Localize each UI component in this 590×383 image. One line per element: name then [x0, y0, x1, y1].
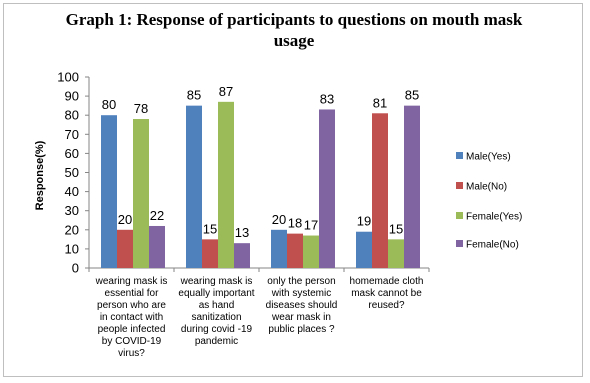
bar	[287, 233, 303, 268]
bar	[356, 231, 372, 268]
legend-swatch	[456, 182, 463, 189]
x-category-label: reused?	[368, 300, 405, 311]
x-category-label: mask cannot be	[351, 288, 422, 299]
x-category-label: public places ?	[268, 324, 335, 335]
y-tick-label: 0	[72, 261, 79, 276]
data-label: 85	[187, 88, 201, 103]
bar	[101, 115, 117, 268]
bar	[404, 105, 420, 269]
bar	[303, 235, 319, 268]
bar	[133, 119, 149, 269]
bar	[319, 109, 335, 268]
bar	[388, 239, 404, 268]
x-category-label: sanitization	[191, 312, 241, 323]
x-category-label: during covid -19	[181, 324, 253, 335]
chart-title: Graph 1: Response of participants to que…	[4, 9, 584, 51]
data-label: 83	[320, 91, 334, 106]
x-category-label: with systemic	[271, 288, 331, 299]
data-label: 18	[288, 216, 302, 231]
data-label: 20	[118, 212, 132, 227]
bar	[234, 243, 250, 268]
y-tick-label: 90	[65, 89, 79, 104]
x-category-label: wearing mask is	[180, 276, 253, 287]
legend-swatch	[456, 152, 463, 159]
y-tick-label: 50	[65, 165, 79, 180]
legend-label: Male(Yes)	[466, 152, 511, 163]
x-category-label: wear mask in	[271, 312, 331, 323]
x-category-label: equally important	[178, 288, 254, 299]
x-category-label: pandemic	[195, 336, 238, 347]
data-label: 15	[203, 221, 217, 236]
data-label: 20	[272, 212, 286, 227]
x-category-label: by COVID-19	[102, 336, 162, 347]
x-category-label: homemade cloth	[350, 276, 424, 287]
x-category-label: only the person	[267, 276, 335, 287]
x-category-label: in contact with	[100, 312, 163, 323]
bar	[372, 113, 388, 268]
data-label: 19	[357, 214, 371, 229]
data-label: 87	[219, 84, 233, 99]
data-label: 85	[405, 88, 419, 103]
data-label: 78	[134, 101, 148, 116]
data-label: 81	[373, 95, 387, 110]
chart-frame: Graph 1: Response of participants to que…	[3, 3, 583, 377]
x-category-label: diseases should	[266, 300, 338, 311]
x-category-label: person who are	[97, 300, 166, 311]
x-category-label: essential for	[105, 288, 160, 299]
bar	[149, 225, 165, 268]
chart-title-line-1: Graph 1: Response of participants to que…	[65, 10, 523, 29]
data-label: 80	[102, 97, 116, 112]
bar	[271, 229, 287, 268]
legend-label: Female(No)	[466, 240, 519, 251]
bar	[202, 239, 218, 268]
y-tick-label: 40	[65, 184, 79, 199]
x-category-label: as hand	[199, 300, 235, 311]
bar	[186, 105, 202, 269]
y-tick-label: 70	[65, 127, 79, 142]
y-tick-label: 20	[65, 222, 79, 237]
legend-label: Female(Yes)	[466, 212, 522, 223]
y-tick-label: 100	[57, 70, 79, 85]
bar	[117, 229, 133, 268]
data-label: 15	[389, 221, 403, 236]
y-tick-label: 30	[65, 203, 79, 218]
data-label: 13	[235, 225, 249, 240]
chart-title-line-2: usage	[273, 31, 315, 50]
legend-swatch	[456, 240, 463, 247]
x-category-label: virus?	[118, 348, 145, 359]
x-category-label: people infected	[98, 324, 166, 335]
y-tick-label: 60	[65, 146, 79, 161]
legend-swatch	[456, 212, 463, 219]
bar	[218, 101, 234, 268]
y-tick-label: 10	[65, 241, 79, 256]
data-label: 17	[304, 218, 318, 233]
data-label: 22	[150, 208, 164, 223]
y-axis-title: Response(%)	[34, 140, 46, 210]
legend-label: Male(No)	[466, 182, 507, 193]
x-category-label: wearing mask is	[95, 276, 168, 287]
y-tick-label: 80	[65, 108, 79, 123]
